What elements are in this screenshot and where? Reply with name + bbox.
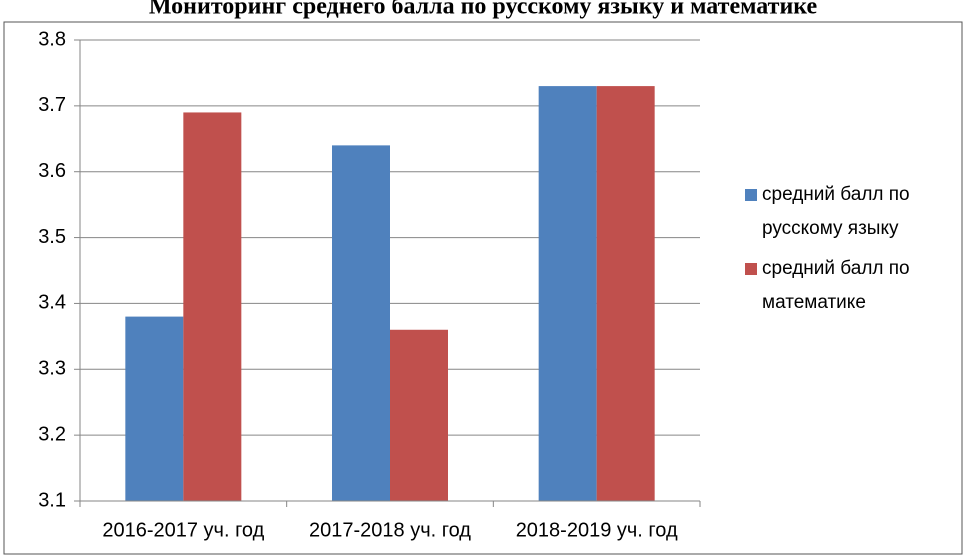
y-tick-label: 3.7 xyxy=(38,94,66,116)
y-tick-label: 3.3 xyxy=(38,358,66,380)
bar xyxy=(125,316,184,501)
legend: средний балл по русскому языку средний ба… xyxy=(745,178,912,326)
bar xyxy=(538,86,597,501)
y-tick-label: 3.5 xyxy=(38,226,66,248)
x-tick-label: 2018-2019 уч. год xyxy=(516,519,678,541)
x-tick-label: 2017-2018 уч. год xyxy=(309,519,471,541)
legend-swatch xyxy=(745,263,757,275)
bar xyxy=(390,329,448,501)
bar xyxy=(596,86,655,501)
chart-title: Мониторинг среднего балла по русскому яз… xyxy=(149,0,818,20)
y-tick-label: 3.8 xyxy=(38,28,66,50)
legend-label: средний балл по математике xyxy=(762,258,910,313)
y-tick-label: 3.4 xyxy=(38,292,66,314)
y-tick-label: 3.6 xyxy=(38,160,66,182)
legend-label: средний балл по русскому языку xyxy=(762,184,910,239)
legend-item: средний балл по математике xyxy=(745,252,912,320)
y-tick-label: 3.1 xyxy=(38,489,66,511)
y-tick-label: 3.2 xyxy=(38,423,66,445)
x-tick-label: 2016-2017 уч. год xyxy=(102,519,264,541)
bar xyxy=(332,145,390,501)
bar xyxy=(183,112,242,501)
legend-item: средний балл по русскому языку xyxy=(745,178,912,246)
chart-frame xyxy=(3,21,963,555)
legend-swatch xyxy=(745,189,757,201)
